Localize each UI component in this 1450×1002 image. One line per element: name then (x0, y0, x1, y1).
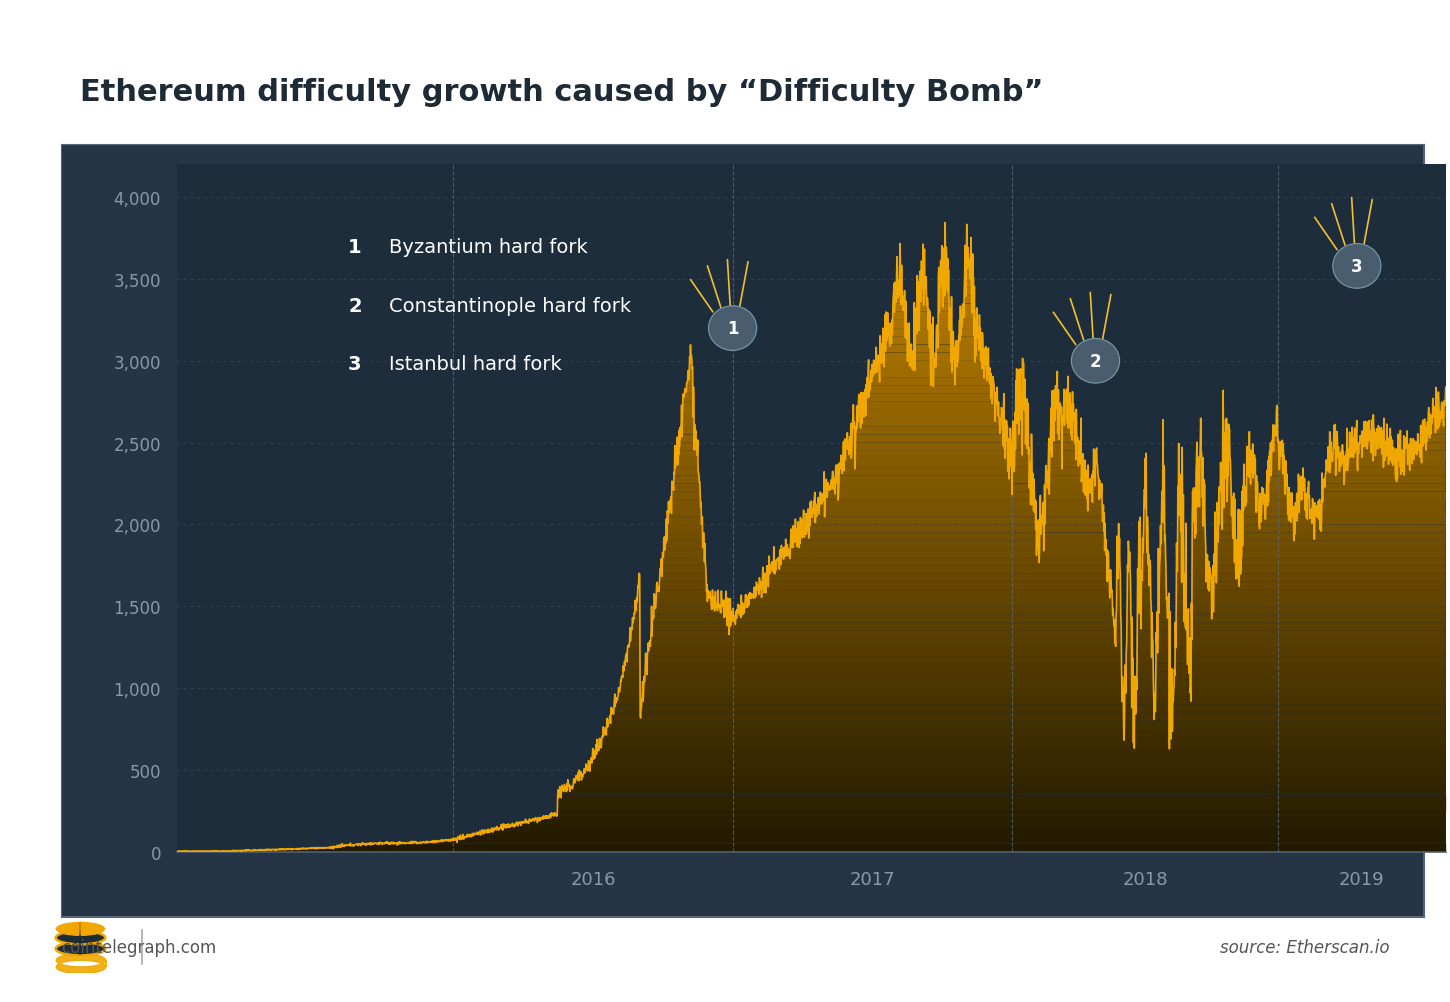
Text: 1: 1 (726, 320, 738, 338)
Text: Istanbul hard fork: Istanbul hard fork (389, 355, 561, 374)
Text: Ethereum difficulty growth caused by “Difficulty Bomb”: Ethereum difficulty growth caused by “Di… (80, 78, 1043, 107)
Text: cointelegraph.com: cointelegraph.com (61, 938, 216, 956)
Ellipse shape (1072, 339, 1119, 384)
Text: Constantinople hard fork: Constantinople hard fork (389, 297, 631, 316)
Text: 3: 3 (1351, 258, 1363, 276)
Text: Byzantium hard fork: Byzantium hard fork (389, 238, 587, 258)
Ellipse shape (709, 307, 757, 351)
Text: 1: 1 (348, 238, 362, 258)
Text: 2: 2 (1089, 353, 1102, 371)
Ellipse shape (55, 942, 106, 956)
Text: 2: 2 (348, 297, 362, 316)
Ellipse shape (55, 922, 106, 936)
Text: 3: 3 (348, 355, 361, 374)
Ellipse shape (1333, 244, 1380, 289)
Ellipse shape (55, 931, 106, 944)
Text: source: Etherscan.io: source: Etherscan.io (1219, 938, 1389, 956)
FancyBboxPatch shape (61, 145, 1424, 917)
